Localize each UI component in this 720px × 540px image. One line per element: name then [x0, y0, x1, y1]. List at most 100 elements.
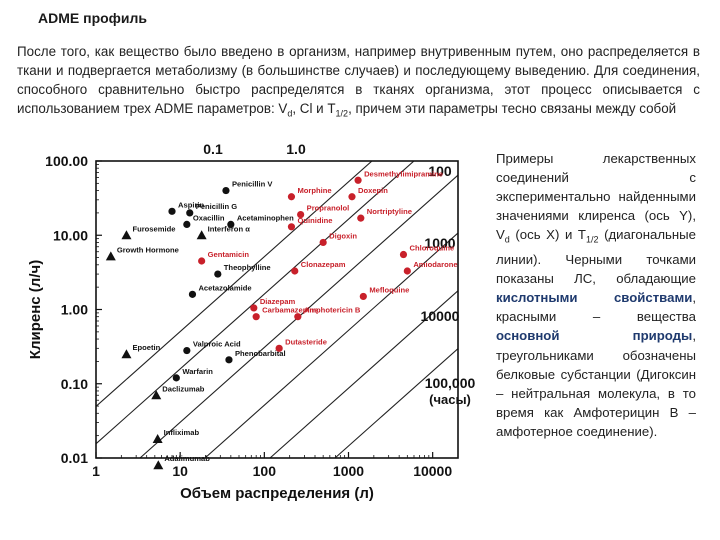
side-text-2: (ось X) и T — [509, 227, 586, 243]
acid-point — [168, 207, 176, 215]
point-label: Valproic Acid — [193, 340, 241, 349]
point-label: Mefloquine — [369, 285, 409, 294]
point-label: Desmethylimipramine — [364, 169, 443, 178]
point-label: Doxepin — [358, 186, 388, 195]
halflife-line — [96, 161, 415, 445]
point-label: Gentamicin — [208, 250, 250, 259]
point-label: Dutasteride — [285, 337, 327, 346]
halflife-lines-layer — [96, 161, 458, 458]
side-text-3: (диагональные линии). Черными точками по… — [496, 227, 696, 287]
y-axis-label: Клиренс (л/ч) — [27, 260, 44, 359]
point-label: Infliximab — [164, 428, 200, 437]
y-tick-label: 0.10 — [61, 376, 88, 392]
intro-text-3: , причем эти параметры тесно связаны меж… — [348, 101, 677, 116]
point-label: Carbamazepine — [262, 306, 318, 315]
point-label: Theophylline — [224, 263, 271, 272]
acid-point — [186, 209, 194, 217]
side-description: Примеры лекарственных соединений с экспе… — [496, 149, 696, 441]
x-tick-label: 1 — [92, 463, 100, 479]
acid-point — [183, 220, 191, 228]
side-t-subscript: 1/2 — [585, 235, 599, 246]
point-label: Penicillin G — [196, 202, 237, 211]
halflife-label: 100,000 — [425, 375, 476, 391]
base-point — [287, 193, 296, 201]
base-point — [198, 257, 206, 265]
acid-highlight: кислотными свойствами — [496, 290, 693, 306]
base-point — [319, 238, 327, 247]
intro-paragraph: После того, как вещество было введено в … — [17, 42, 700, 124]
point-label: Interferon α — [208, 224, 251, 233]
base-point — [252, 313, 260, 321]
acid-point — [214, 270, 222, 278]
x-tick-label: 10000 — [413, 463, 452, 479]
protein-point — [121, 230, 132, 240]
side-text-5: , треугольниками обозначены белковые суб… — [496, 328, 696, 439]
halflife-line — [139, 174, 458, 458]
halflife-label: 1.0 — [286, 141, 306, 157]
axis-ticks-layer: 0.1 1.0 100 1000 10000 100,000 1 10 100 1000 10000… — [45, 141, 475, 479]
halflife-label: 0.1 — [203, 141, 223, 157]
acid-point — [183, 346, 191, 355]
y-tick-label: 1.00 — [61, 302, 88, 318]
base-point — [357, 214, 365, 222]
base-point — [287, 223, 296, 231]
acid-point — [188, 290, 197, 298]
x-tick-label: 10 — [172, 463, 188, 479]
base-point — [399, 250, 408, 259]
acid-point — [172, 374, 180, 382]
acid-point — [222, 186, 230, 195]
halflife-unit-label: (часы) — [429, 392, 471, 407]
side-text-1: Примеры лекарственных соединений с экспе… — [496, 151, 696, 243]
point-label: Phenobarbital — [235, 349, 286, 358]
intro-vd-subscript: d — [287, 108, 293, 119]
intro-text-1: После того, как вещество было введено в … — [17, 44, 700, 116]
intro-text-2: , Cl и T — [292, 101, 336, 116]
point-label: Quinidine — [297, 216, 332, 225]
halflife-label: 100 — [428, 163, 452, 179]
side-vd-subscript: d — [504, 235, 510, 246]
halflife-label: 1000 — [424, 235, 455, 251]
y-tick-label: 100.00 — [45, 153, 88, 169]
intro-t-subscript: 1/2 — [335, 108, 349, 119]
base-point — [294, 313, 302, 321]
base-point — [354, 176, 362, 184]
halflife-line — [334, 347, 458, 458]
base-point — [359, 292, 367, 301]
point-label: Daclizumab — [162, 384, 205, 393]
halflife-line — [96, 161, 373, 408]
point-label: Acetaminophen — [237, 213, 294, 222]
point-label: Diazepam — [260, 297, 296, 306]
base-point — [250, 304, 258, 312]
point-label: Adalimumab — [164, 454, 210, 463]
protein-point — [121, 349, 132, 359]
protein-point — [151, 390, 162, 400]
point-label: Furosemide — [132, 224, 175, 233]
point-label: Amiodarone — [413, 260, 457, 269]
page-title: ADME профиль — [38, 10, 148, 26]
protein-point — [153, 460, 164, 470]
halflife-line — [269, 290, 458, 458]
acid-point — [227, 220, 235, 228]
point-label: Oxacillin — [193, 213, 225, 222]
point-label: Aspirin — [178, 200, 205, 209]
y-tick-label: 10.00 — [53, 227, 88, 243]
protein-point — [152, 434, 163, 444]
base-point — [403, 267, 411, 275]
base-point — [297, 210, 305, 219]
x-tick-label: 1000 — [333, 463, 364, 479]
x-axis-label: Объем распределения (л) — [180, 485, 374, 502]
base-point — [348, 193, 356, 201]
x-tick-label: 100 — [253, 463, 277, 479]
point-label: Digoxin — [329, 231, 357, 240]
halflife-line — [204, 232, 458, 458]
protein-point — [105, 251, 116, 261]
y-tick-label: 0.01 — [61, 450, 88, 466]
point-label: Warfarin — [182, 367, 213, 376]
adme-scatter-chart: 0.1 1.0 100 1000 10000 100,000 1 10 100 1000 10000… — [27, 141, 476, 502]
base-highlight: основной природы — [496, 328, 693, 344]
point-label: Morphine — [297, 186, 331, 195]
point-label: Nortriptyline — [367, 207, 412, 216]
point-label: Chloroquine — [409, 244, 454, 253]
halflife-label: 10000 — [421, 308, 460, 324]
